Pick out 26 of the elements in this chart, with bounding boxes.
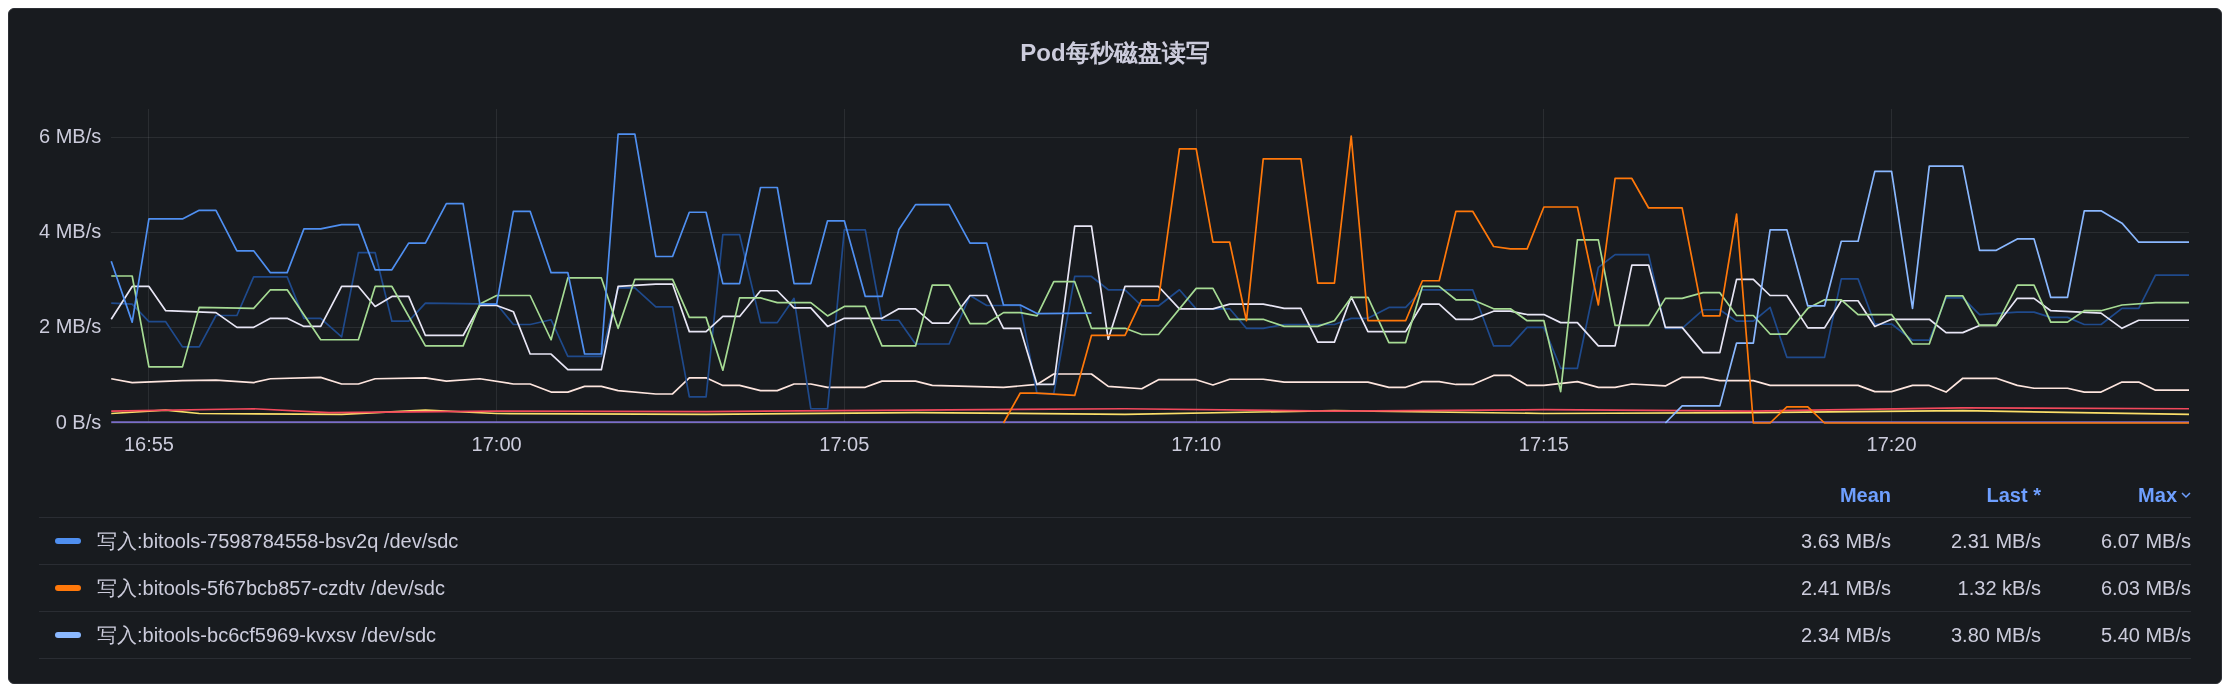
legend-label: 写入:bitools-bc6cf5969-kvxsv /dev/sdc bbox=[97, 622, 438, 648]
legend-label: 写入:bitools-7598784558-bsv2q /dev/sdc bbox=[97, 528, 460, 554]
text: Mean bbox=[1839, 483, 1891, 507]
x-tick-label: 16:55 bbox=[123, 432, 174, 455]
y-tick-label: 2 MB/s bbox=[38, 315, 102, 338]
chart-title: Pod每秒磁盘读写 bbox=[1019, 38, 1211, 68]
y-tick-label: 6 MB/s bbox=[38, 125, 102, 148]
text: 2.41 MB/s bbox=[1799, 576, 1891, 600]
x-tick-label: 17:10 bbox=[1171, 432, 1222, 455]
text: 3.80 MB/s bbox=[1949, 623, 2041, 647]
text: 1.32 kB/s bbox=[1956, 576, 2041, 600]
text: 2.31 MB/s bbox=[1949, 529, 2041, 553]
y-tick-label: 0 B/s bbox=[55, 410, 102, 433]
x-tick-label: 17:05 bbox=[819, 432, 870, 455]
y-tick-label: 4 MB/s bbox=[38, 220, 102, 243]
text: 6.03 MB/s bbox=[2099, 576, 2191, 600]
text: 5.40 MB/s bbox=[2099, 623, 2191, 647]
x-tick-label: 17:00 bbox=[471, 432, 522, 455]
legend-label: 写入:bitools-5f67bcb857-czdtv /dev/sdc bbox=[97, 575, 446, 601]
text: 2.34 MB/s bbox=[1799, 623, 1891, 647]
text: Last * bbox=[1986, 483, 2041, 507]
text: Max bbox=[2138, 483, 2177, 507]
x-tick-label: 17:20 bbox=[1866, 432, 1917, 455]
x-tick-label: 17:15 bbox=[1518, 432, 1569, 455]
text: 3.63 MB/s bbox=[1799, 529, 1891, 553]
text: 6.07 MB/s bbox=[2099, 529, 2191, 553]
